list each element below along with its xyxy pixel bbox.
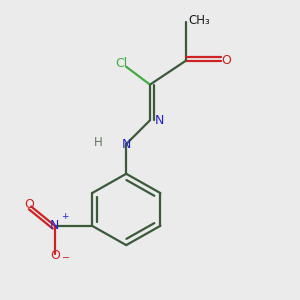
Text: N: N — [154, 114, 164, 127]
Text: Cl: Cl — [116, 57, 128, 70]
Text: O: O — [221, 54, 231, 67]
Text: H: H — [94, 136, 102, 149]
Text: O: O — [25, 198, 34, 211]
Text: −: − — [62, 253, 70, 262]
Text: N: N — [50, 219, 60, 232]
Text: N: N — [121, 138, 131, 151]
Text: +: + — [61, 212, 68, 221]
Text: O: O — [50, 249, 60, 262]
Text: CH₃: CH₃ — [189, 14, 210, 27]
